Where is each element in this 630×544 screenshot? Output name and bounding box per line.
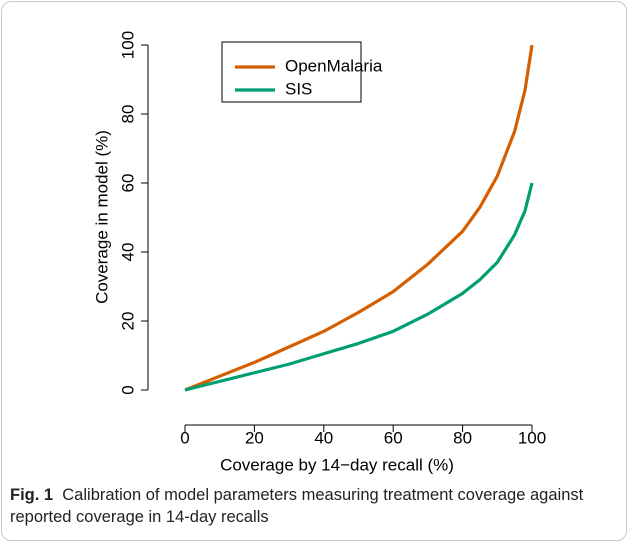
caption-label: Fig. 1 xyxy=(10,486,54,504)
y-tick-label: 80 xyxy=(118,105,137,124)
x-tick-label: 0 xyxy=(180,428,189,447)
line-series xyxy=(184,182,534,392)
x-axis-label: Coverage by 14−day recall (%) xyxy=(220,455,454,474)
caption: Fig. 1 Calibration of model parameters m… xyxy=(10,484,610,528)
y-tick-label: 100 xyxy=(118,31,137,59)
legend-box xyxy=(221,41,362,103)
x-tick-label: 80 xyxy=(453,428,472,447)
y-tick-label: 20 xyxy=(118,312,137,331)
chart: Coverage by 14−day recall (%) Coverage i… xyxy=(92,31,546,475)
y-tick-label: 60 xyxy=(118,174,137,193)
legend-label: SIS xyxy=(285,79,312,98)
x-tick-label: 100 xyxy=(518,428,546,447)
y-axis-label: Coverage in model (%) xyxy=(92,130,111,304)
y-tick-label: 40 xyxy=(118,243,137,262)
x-tick-label: 60 xyxy=(384,428,403,447)
x-tick-label: 40 xyxy=(314,428,333,447)
line-series xyxy=(184,44,534,392)
x-tick-label: 20 xyxy=(245,428,264,447)
y-tick-label: 0 xyxy=(118,385,137,394)
legend-label: OpenMalaria xyxy=(285,56,383,75)
caption-text: Calibration of model parameters measurin… xyxy=(10,486,584,526)
